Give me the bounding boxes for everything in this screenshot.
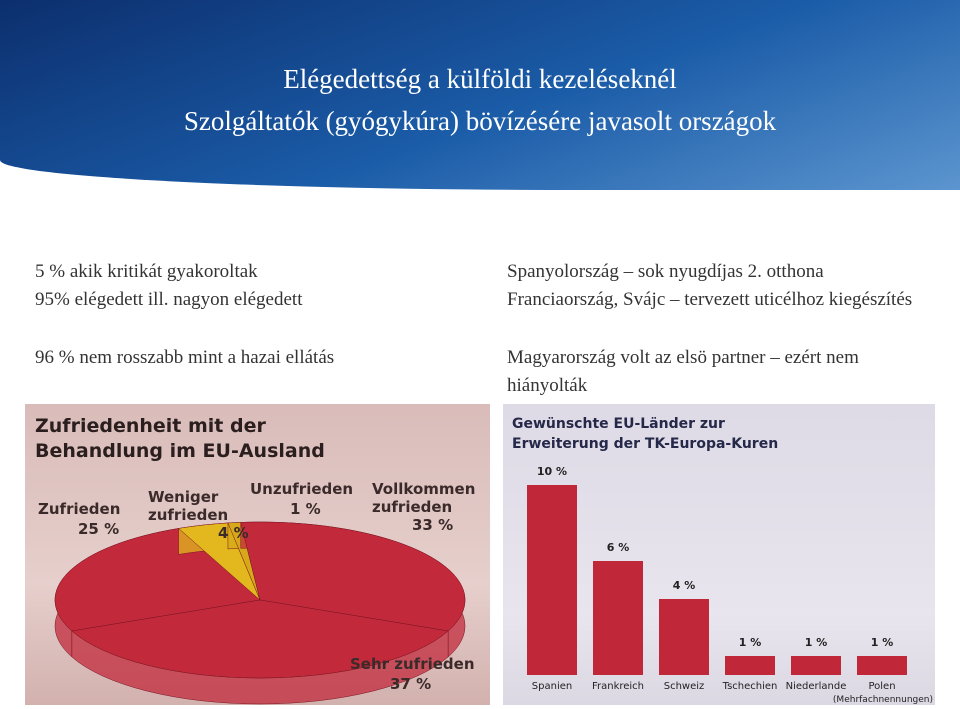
slide-title: Elégedettség a külföldi kezeléseknél [283, 64, 677, 94]
bar [593, 561, 643, 675]
pie-label: Sehr zufrieden [350, 655, 475, 673]
pie-label: Weniger zufrieden [148, 488, 229, 524]
left-point: 96 % nem rosszabb mint a hazai ellátás [35, 347, 335, 368]
pie-slice [240, 521, 466, 632]
bar [857, 656, 907, 675]
x-tick-label: Tschechien [722, 681, 778, 692]
x-tick-label: Frankreich [592, 681, 644, 692]
pie-label: Zufrieden [38, 500, 121, 518]
pie-value-label: 1 % [290, 500, 321, 518]
x-tick-label: Polen [868, 681, 895, 692]
bar [791, 656, 841, 675]
x-tick-label: Schweiz [664, 681, 705, 692]
bar-value-label: 1 % [805, 636, 828, 649]
chart-note: (Mehrfachnennungen) [833, 695, 933, 705]
bar [527, 485, 577, 675]
bar-value-label: 1 % [739, 636, 762, 649]
pie-value-label: 4 % [218, 524, 249, 542]
banner [0, 0, 960, 190]
right-point: Magyarország volt az elsö partner – ezér… [507, 347, 859, 396]
pie-value-label: 33 % [412, 516, 454, 534]
right-point: Spanyolország – sok nyugdíjas 2. otthona [507, 261, 824, 282]
slide-subtitle: Szolgáltatók (gyógykúra) bövízésére java… [183, 106, 777, 136]
pie-title: Zufriedenheit mit der Behandlung im EU-A… [35, 415, 325, 462]
left-point: 95% elégedett ill. nagyon elégedett [35, 289, 303, 310]
pie-value-label: 37 % [390, 675, 432, 693]
pie-value-label: 25 % [78, 520, 120, 538]
pie-label: Vollkommen zufrieden [372, 480, 476, 516]
pie-label: Unzufrieden [250, 480, 354, 498]
bar-value-label: 4 % [673, 579, 696, 592]
bar [725, 656, 775, 675]
x-tick-label: Niederlande [786, 681, 847, 692]
pie-slice [54, 528, 261, 632]
bar-value-label: 6 % [607, 541, 630, 554]
bar-value-label: 10 % [537, 465, 567, 478]
left-point: 5 % akik kritikát gyakoroltak [35, 261, 258, 282]
bar-title: Gewünschte EU-Länder zur Erweiterung der… [512, 416, 779, 452]
right-point: Franciaország, Svájc – tervezett uticélh… [507, 289, 913, 310]
bar-value-label: 1 % [871, 636, 894, 649]
x-tick-label: Spanien [532, 681, 572, 692]
bar [659, 599, 709, 675]
pie-slice [71, 599, 449, 679]
